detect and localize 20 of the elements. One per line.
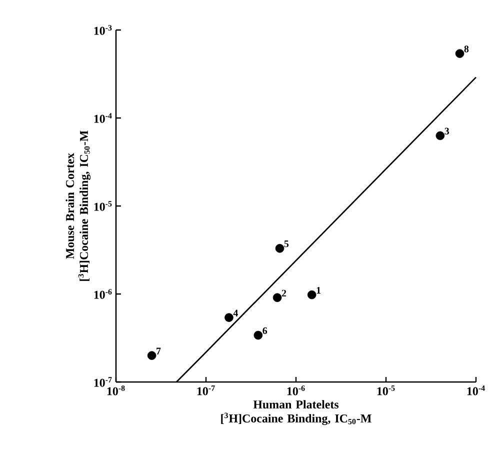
y-tick-label: 10$^{-6}$	[94, 289, 112, 299]
y-tick-label: 10$^{-3}$	[94, 25, 112, 35]
annotation: 3	[444, 128, 450, 134]
annotation: 5	[284, 240, 289, 248]
annotation: 7	[156, 348, 161, 354]
y-tick-label: 10$^{-5}$	[94, 201, 112, 211]
annotation: 1	[316, 287, 321, 294]
text: Human Platelets [$^{3}$H]Cocaine Binding, IC$_{50}$-M	[221, 400, 372, 426]
x-tick-label: 10$^{-7}$	[197, 386, 215, 396]
annotation: 2	[282, 290, 286, 296]
text: Mouse Brain Cortex [$^{3}$H]Cocaine Binding, IC$_{50}$-M	[66, 130, 91, 281]
annotation: 6	[262, 327, 268, 334]
x-tick-label: 10$^{-4}$	[467, 386, 485, 396]
y-tick-label: 10$^{-7}$	[94, 377, 112, 387]
x-tick-label: 10$^{-8}$	[107, 386, 125, 396]
x-tick-label: 10$^{-5}$	[377, 386, 395, 396]
x-tick-label: 10$^{-6}$	[287, 386, 305, 396]
annotation: 8	[464, 46, 469, 52]
y-tick-label: 10$^{-4}$	[94, 113, 112, 123]
annotation: 4	[233, 310, 238, 316]
